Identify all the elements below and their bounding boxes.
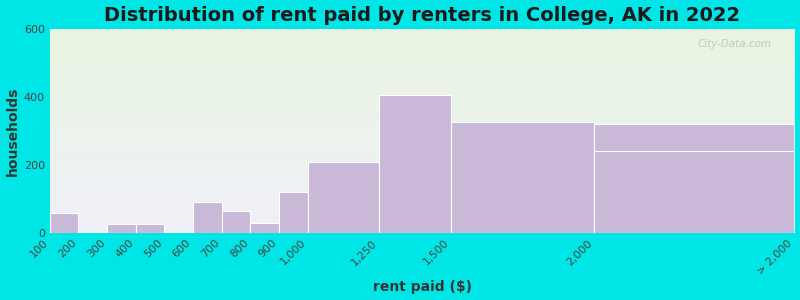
Bar [250,223,279,233]
Y-axis label: households: households [6,86,19,176]
Bar [107,224,136,233]
Bar [450,122,594,233]
Bar [50,213,78,233]
Bar [279,192,307,233]
Title: Distribution of rent paid by renters in College, AK in 2022: Distribution of rent paid by renters in … [104,6,740,25]
Bar [379,95,450,233]
Bar [594,151,794,233]
Bar [136,224,164,233]
Bar [594,124,794,233]
Bar [193,202,222,233]
Text: City-Data.com: City-Data.com [698,39,772,49]
X-axis label: rent paid ($): rent paid ($) [373,280,471,294]
Bar [222,211,250,233]
Bar [307,161,379,233]
